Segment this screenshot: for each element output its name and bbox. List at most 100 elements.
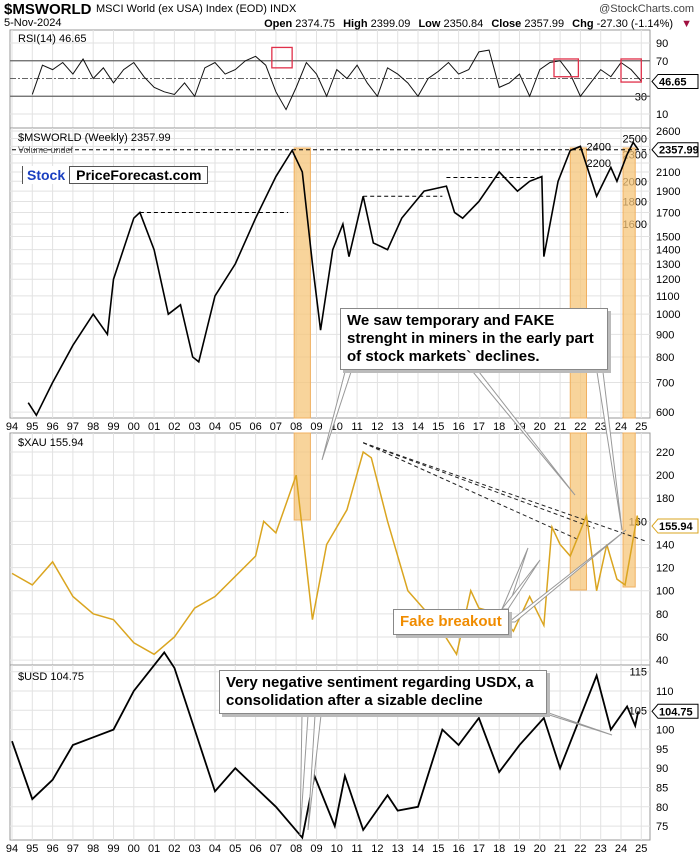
down-arrow-icon: ▼	[681, 18, 692, 30]
price-tag: 2357.99	[659, 145, 699, 157]
xau-tick: 120	[656, 563, 674, 575]
ohlc-key: Close	[491, 18, 525, 30]
x-tick: 15	[432, 843, 444, 855]
x-tick: 12	[371, 843, 383, 855]
x-tick: 06	[249, 843, 261, 855]
callout-pointer	[299, 714, 309, 836]
fake-breakout-annotation: Fake breakout	[393, 609, 509, 635]
index-name-text: MSCI World (ex USA) Index (EOD)	[96, 3, 267, 15]
price-tick: 2100	[656, 167, 680, 179]
miners-annotation: We saw temporary and FAKE strenght in mi…	[340, 308, 608, 370]
xau-tick: 140	[656, 539, 674, 551]
price-tick: 1900	[656, 186, 680, 198]
x-tick: 13	[392, 421, 404, 433]
x-tick: 10	[331, 843, 343, 855]
rsi-highlight-box	[620, 58, 642, 83]
price-tick: 1400	[656, 245, 680, 257]
x-tick: 09	[310, 843, 322, 855]
x-tick: 12	[371, 421, 383, 433]
rsi-tag: 46.65	[659, 76, 687, 88]
usd-tick: 90	[656, 763, 668, 775]
highlight-band	[569, 147, 587, 419]
x-tick: 23	[595, 843, 607, 855]
x-tick: 02	[168, 421, 180, 433]
rsi-label: RSI(14) 46.65	[18, 33, 86, 45]
x-tick: 15	[432, 421, 444, 433]
rsi-tick: 10	[656, 109, 668, 121]
ohlc-key: Open	[264, 18, 296, 30]
ohlc-readout: Open 2374.75 High 2399.09 Low 2350.84 Cl…	[264, 18, 692, 30]
usd-tick: 75	[656, 821, 668, 833]
x-tick: 96	[46, 843, 58, 855]
x-tick: 09	[310, 421, 322, 433]
x-tick: 20	[534, 421, 546, 433]
usd-tick: 80	[656, 802, 668, 814]
rsi-highlight-box	[553, 58, 580, 78]
x-tick: 22	[574, 843, 586, 855]
highlight-band	[293, 147, 311, 419]
xau-tag: 155.94	[659, 521, 694, 533]
usd-annotation: Very negative sentiment regarding USDX, …	[219, 670, 547, 714]
x-tick: 20	[534, 843, 546, 855]
x-tick: 05	[229, 843, 241, 855]
xau-label: $XAU 155.94	[18, 437, 83, 449]
x-tick: 95	[26, 421, 38, 433]
price-tag-box	[651, 142, 699, 158]
watermark: @StockCharts.com	[599, 3, 694, 15]
price-tick: 800	[656, 352, 674, 364]
xau-tick: 200	[656, 470, 674, 482]
x-tick: 98	[87, 421, 99, 433]
symbol: $MSWORLD	[4, 1, 92, 18]
x-tick: 19	[513, 843, 525, 855]
x-tick: 14	[412, 421, 424, 433]
rsi-tick: 70	[656, 56, 668, 68]
x-tick: 04	[209, 421, 221, 433]
usd-tag-box	[651, 703, 699, 719]
price-tick: 1200	[656, 274, 680, 286]
logo-part1: Stock	[23, 166, 71, 184]
x-tick: 07	[270, 421, 282, 433]
xau-tick: 60	[656, 632, 668, 644]
usd-series	[11, 650, 640, 840]
xau-series	[11, 450, 640, 657]
x-tick: 07	[270, 843, 282, 855]
x-tick: 17	[473, 421, 485, 433]
highlight-band	[569, 432, 587, 591]
ohlc-key: High	[343, 18, 371, 30]
x-tick: 94	[6, 421, 18, 433]
xau-trendline	[363, 442, 595, 529]
usd-tick: 110	[656, 686, 674, 698]
ohlc-value: 2374.75	[295, 18, 339, 30]
x-tick: 00	[128, 421, 140, 433]
exchange: INDX	[270, 3, 297, 15]
x-tick: 08	[290, 843, 302, 855]
x-tick: 01	[148, 843, 160, 855]
xau-tick: 40	[656, 655, 668, 667]
x-tick: 95	[26, 843, 38, 855]
rsi-tag-box	[651, 73, 699, 89]
usd-tick: 115	[629, 667, 647, 679]
x-tick: 18	[493, 421, 505, 433]
rsi-series	[31, 49, 642, 111]
x-tick: 97	[67, 843, 79, 855]
callout-pointer	[596, 371, 623, 531]
price-tick: 1700	[656, 207, 680, 219]
x-tick: 08	[290, 421, 302, 433]
x-tick: 18	[493, 843, 505, 855]
usd-tick: 85	[656, 783, 668, 795]
callout-pointer	[471, 371, 576, 496]
rsi-tick: 30	[635, 91, 647, 103]
price-tick: 2600	[656, 126, 680, 138]
x-tick: 04	[209, 843, 221, 855]
usd-label: $USD 104.75	[18, 671, 84, 683]
xau-tick: 180	[656, 493, 674, 505]
price-tick: 2500	[623, 134, 647, 146]
x-tick: 99	[107, 421, 119, 433]
x-tick: 99	[107, 843, 119, 855]
logo: Stock PriceForecast.com	[22, 166, 209, 184]
x-tick: 23	[595, 421, 607, 433]
x-tick: 98	[87, 843, 99, 855]
ohlc-value: 2350.84	[443, 18, 487, 30]
usd-tag: 104.75	[659, 706, 693, 718]
